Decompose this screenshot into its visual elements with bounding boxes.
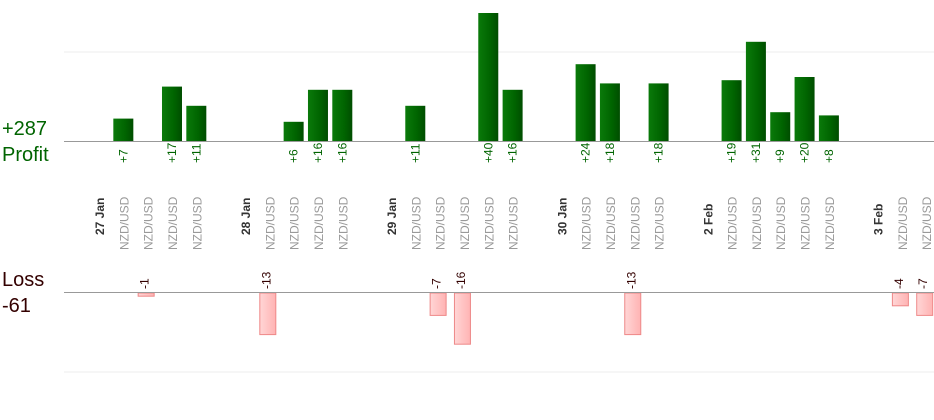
profit-bar xyxy=(721,80,742,141)
date-label: 28 Jan xyxy=(239,198,253,235)
pair-label: NZD/USD xyxy=(142,196,156,250)
profit-bar xyxy=(745,41,766,141)
loss-label: Loss xyxy=(2,269,45,291)
pair-label: NZD/USD xyxy=(750,196,764,250)
loss-value-label: -4 xyxy=(892,278,906,289)
profit-bar xyxy=(794,77,815,141)
profit-bar xyxy=(502,89,523,141)
profit-bar xyxy=(332,89,353,141)
pair-label: NZD/USD xyxy=(409,196,423,250)
date-label: 27 Jan xyxy=(93,198,107,235)
pair-label: NZD/USD xyxy=(434,196,448,250)
profit-value-label: +8 xyxy=(822,149,836,163)
pair-label: NZD/USD xyxy=(604,196,618,250)
loss-value-label: -13 xyxy=(259,271,273,289)
pair-label: NZD/USD xyxy=(190,196,204,250)
profit-bar xyxy=(283,121,304,141)
profit-bar xyxy=(770,112,791,141)
pair-label: NZD/USD xyxy=(653,196,667,250)
profit-bar xyxy=(161,86,182,141)
profit-value-label: +11 xyxy=(408,143,422,163)
pair-label: NZD/USD xyxy=(458,196,472,250)
profit-value-label: +24 xyxy=(579,142,593,163)
profit-total: +287 xyxy=(2,118,48,140)
pair-label: NZD/USD xyxy=(628,196,642,250)
date-label: 3 Feb xyxy=(872,204,886,235)
date-label: 29 Jan xyxy=(385,198,399,235)
profit-value-label: +16 xyxy=(506,142,520,163)
loss-value-label: -7 xyxy=(430,278,444,289)
profit-bar xyxy=(478,13,499,141)
profit-bar xyxy=(307,89,328,141)
profit-value-label: +18 xyxy=(603,142,617,163)
loss-value-label: -13 xyxy=(624,271,638,289)
profit-bar xyxy=(186,105,207,141)
pair-label: NZD/USD xyxy=(799,196,813,250)
pair-label: NZD/USD xyxy=(774,196,788,250)
profit-value-label: +19 xyxy=(725,142,739,163)
loss-bar xyxy=(916,292,934,316)
loss-bar xyxy=(259,292,277,336)
profit-value-label: +7 xyxy=(116,149,130,163)
profit-label: Profit xyxy=(2,144,49,166)
pair-label: NZD/USD xyxy=(117,196,131,250)
loss-value-label: -16 xyxy=(454,271,468,289)
profit-value-label: +17 xyxy=(165,142,179,163)
profit-value-label: +40 xyxy=(481,142,495,163)
profit-value-label: +20 xyxy=(798,142,812,163)
loss-value-label: -1 xyxy=(138,278,152,289)
profit-value-label: +16 xyxy=(311,142,325,163)
pair-label: NZD/USD xyxy=(263,196,277,250)
pair-label: NZD/USD xyxy=(312,196,326,250)
profit-value-label: +16 xyxy=(335,142,349,163)
profit-bar xyxy=(648,83,669,141)
pair-label: NZD/USD xyxy=(896,196,910,250)
loss-value-label: -7 xyxy=(916,278,930,289)
profit-bar xyxy=(575,64,596,141)
pair-label: NZD/USD xyxy=(288,196,302,250)
pair-label: NZD/USD xyxy=(920,196,934,250)
loss-total: -61 xyxy=(2,295,31,317)
profit-bar xyxy=(405,105,426,141)
date-label: 2 Feb xyxy=(701,204,715,235)
profit-value-label: +6 xyxy=(287,149,301,163)
profit-bar xyxy=(113,118,134,141)
pair-label: NZD/USD xyxy=(507,196,521,250)
loss-bar xyxy=(137,292,155,297)
pair-label: NZD/USD xyxy=(336,196,350,250)
profit-value-label: +9 xyxy=(773,149,787,163)
profit-bar xyxy=(599,83,620,141)
pair-label: NZD/USD xyxy=(580,196,594,250)
loss-bar xyxy=(891,292,909,307)
profit-bar xyxy=(818,115,839,141)
profit-value-label: +18 xyxy=(652,142,666,163)
loss-bar xyxy=(429,292,447,316)
profit-value-label: +11 xyxy=(189,143,203,163)
pair-label: NZD/USD xyxy=(166,196,180,250)
loss-bar xyxy=(624,292,642,336)
profit-value-label: +31 xyxy=(749,142,763,163)
pair-label: NZD/USD xyxy=(482,196,496,250)
date-label: 30 Jan xyxy=(555,198,569,235)
pair-label: NZD/USD xyxy=(726,196,740,250)
pair-label: NZD/USD xyxy=(823,196,837,250)
loss-bar xyxy=(453,292,471,345)
